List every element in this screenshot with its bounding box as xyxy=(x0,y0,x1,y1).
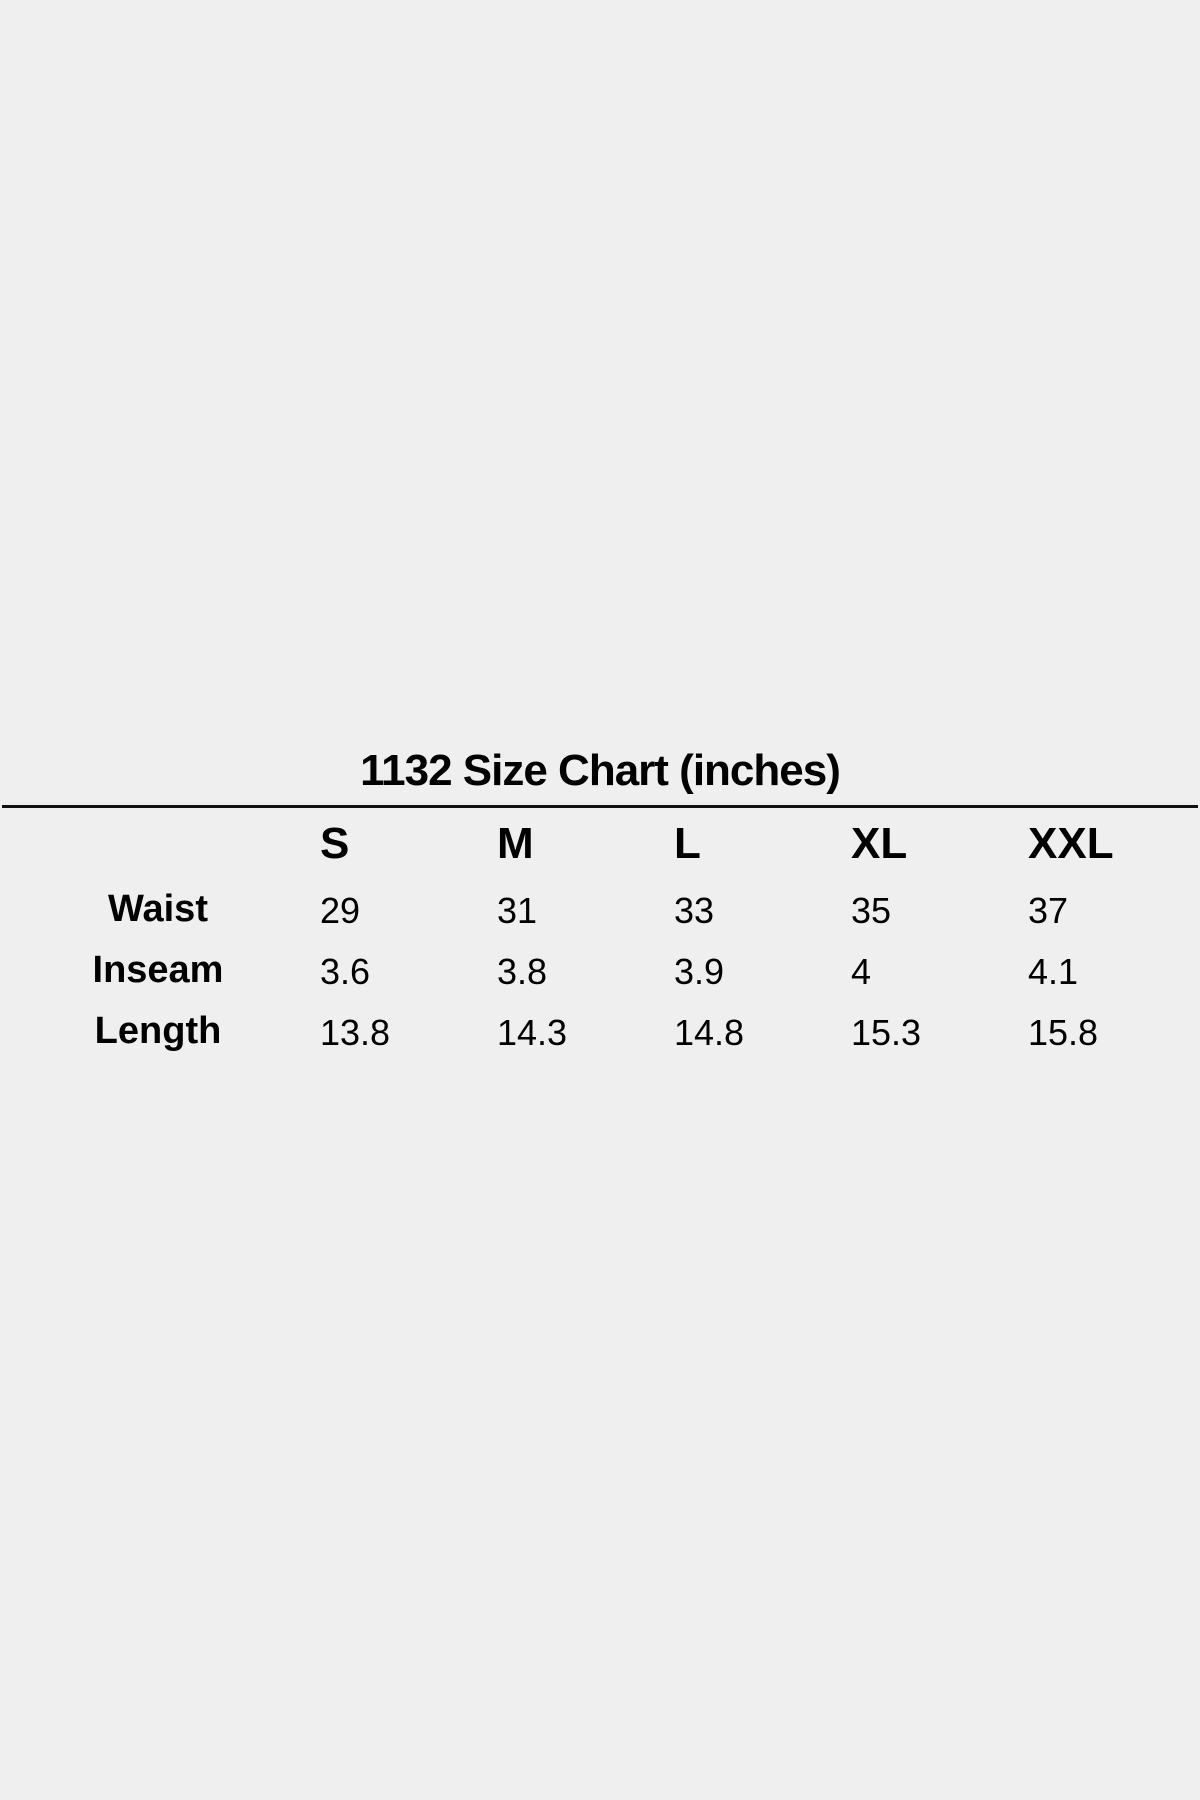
title-divider xyxy=(2,805,1198,808)
table-cell: 37 xyxy=(1028,890,1069,931)
row-label: Inseam xyxy=(92,949,224,991)
table-cell: 29 xyxy=(320,890,361,931)
table-cell: 14.3 xyxy=(497,1012,568,1053)
size-header: L xyxy=(674,819,701,868)
table-cell: 35 xyxy=(851,890,892,931)
table-cell: 15.3 xyxy=(851,1012,922,1053)
table-cell: 31 xyxy=(497,890,538,931)
table-cell: 13.8 xyxy=(320,1012,391,1053)
page-title: 1132 Size Chart (inches) xyxy=(360,746,841,795)
table-cell: 33 xyxy=(674,890,715,931)
table-cell: 3.8 xyxy=(497,951,548,992)
size-header: XL xyxy=(851,819,908,868)
table-cell: 15.8 xyxy=(1028,1012,1099,1053)
table-cell: 4 xyxy=(851,951,872,992)
row-label: Length xyxy=(94,1010,222,1052)
table-cell: 3.6 xyxy=(320,951,371,992)
size-header: M xyxy=(497,819,534,868)
size-header: XXL xyxy=(1028,819,1114,868)
table-cell: 4.1 xyxy=(1028,951,1079,992)
table-cell: 3.9 xyxy=(674,951,725,992)
size-header: S xyxy=(320,819,350,868)
row-label: Waist xyxy=(108,888,208,930)
table-cell: 14.8 xyxy=(674,1012,745,1053)
